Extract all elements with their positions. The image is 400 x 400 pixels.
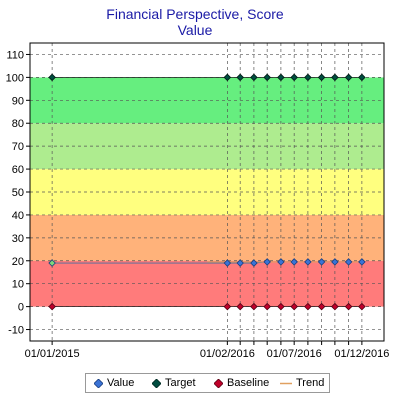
data-point-target: [277, 73, 285, 82]
grid-lines: [30, 43, 384, 341]
series-markers: [48, 73, 366, 311]
score-band-6: [30, 43, 384, 78]
data-point-baseline: [48, 302, 56, 311]
y-tick-label: -10: [8, 325, 24, 337]
y-tick-label: 100: [6, 72, 24, 84]
chart-title-block: Financial Perspective, Score Value: [0, 6, 390, 38]
data-point-value: [358, 258, 366, 266]
diamond-marker-icon: [213, 378, 224, 389]
line-marker-icon: [280, 382, 292, 385]
diamond-marker-icon: [93, 378, 104, 389]
chart-subtitle: Value: [177, 22, 213, 38]
y-tick-label: 20: [12, 256, 24, 268]
data-point-target: [250, 73, 258, 82]
data-point-value: [290, 258, 298, 266]
data-point-value: [331, 258, 339, 266]
y-tick-label: 50: [12, 187, 24, 199]
data-point-baseline: [236, 302, 244, 311]
data-point-target: [290, 73, 298, 82]
data-point-target: [236, 73, 244, 82]
data-point-target: [358, 73, 366, 82]
legend-label-value: Value: [107, 377, 135, 389]
data-point-baseline: [250, 302, 258, 311]
y-tick-label: 0: [18, 302, 24, 314]
data-point-baseline: [304, 302, 312, 311]
data-point-baseline: [358, 302, 366, 311]
data-point-target: [263, 73, 271, 82]
data-point-baseline: [344, 302, 353, 311]
score-band-0: [30, 306, 384, 341]
y-tick-label: 60: [12, 164, 24, 176]
data-point-target: [223, 73, 232, 82]
data-point-value: [48, 259, 56, 267]
data-point-target: [344, 73, 353, 82]
data-point-target: [317, 73, 326, 82]
legend-item-target[interactable]: Target: [151, 377, 196, 390]
chart-title: Financial Perspective, Score: [106, 6, 284, 22]
y-tick-label: 30: [12, 233, 24, 245]
x-tick-label: 01/07/2016: [267, 348, 322, 360]
data-point-baseline: [331, 302, 339, 311]
x-tick-label: 01/12/2016: [334, 348, 389, 360]
data-point-baseline: [263, 302, 271, 311]
legend-label-baseline: Baseline: [227, 377, 270, 389]
data-point-baseline: [290, 302, 298, 311]
data-point-value: [236, 259, 244, 267]
data-point-baseline: [277, 302, 285, 311]
y-tick-label: 80: [12, 118, 24, 130]
y-tick-label: 10: [12, 279, 24, 291]
data-point-value: [317, 258, 326, 266]
data-point-baseline: [317, 302, 326, 311]
legend-item-value[interactable]: Value: [93, 377, 135, 390]
data-point-value: [344, 258, 353, 266]
legend-item-trend[interactable]: Trend: [280, 377, 324, 390]
y-tick-label: 70: [12, 141, 24, 153]
data-point-value: [304, 258, 312, 266]
x-axis: 01/01/2015 01/02/2016 01/07/2016 01/12/2016: [25, 341, 389, 360]
data-point-target: [331, 73, 339, 82]
data-point-target: [48, 73, 56, 82]
legend-item-baseline[interactable]: Baseline: [213, 377, 270, 390]
legend-label-target: Target: [165, 377, 196, 389]
legend-label-trend: Trend: [296, 377, 325, 389]
y-axis: -10 0 10 20 30 40 50 60 70 80 90 100 110: [6, 49, 30, 337]
data-point-baseline: [223, 302, 232, 311]
y-tick-label: 40: [12, 210, 24, 222]
y-tick-label: 110: [6, 49, 24, 61]
data-point-value: [263, 258, 271, 266]
x-tick-label: 01/01/2015: [25, 348, 80, 360]
data-point-value: [223, 259, 232, 267]
data-point-value: [277, 258, 285, 266]
data-point-target: [304, 73, 312, 82]
data-point-value: [250, 259, 258, 267]
y-tick-label: 90: [12, 95, 24, 107]
diamond-marker-icon: [151, 378, 162, 389]
x-tick-label: 01/02/2016: [200, 348, 255, 360]
legend: Value Target Baseline Trend: [85, 373, 330, 393]
